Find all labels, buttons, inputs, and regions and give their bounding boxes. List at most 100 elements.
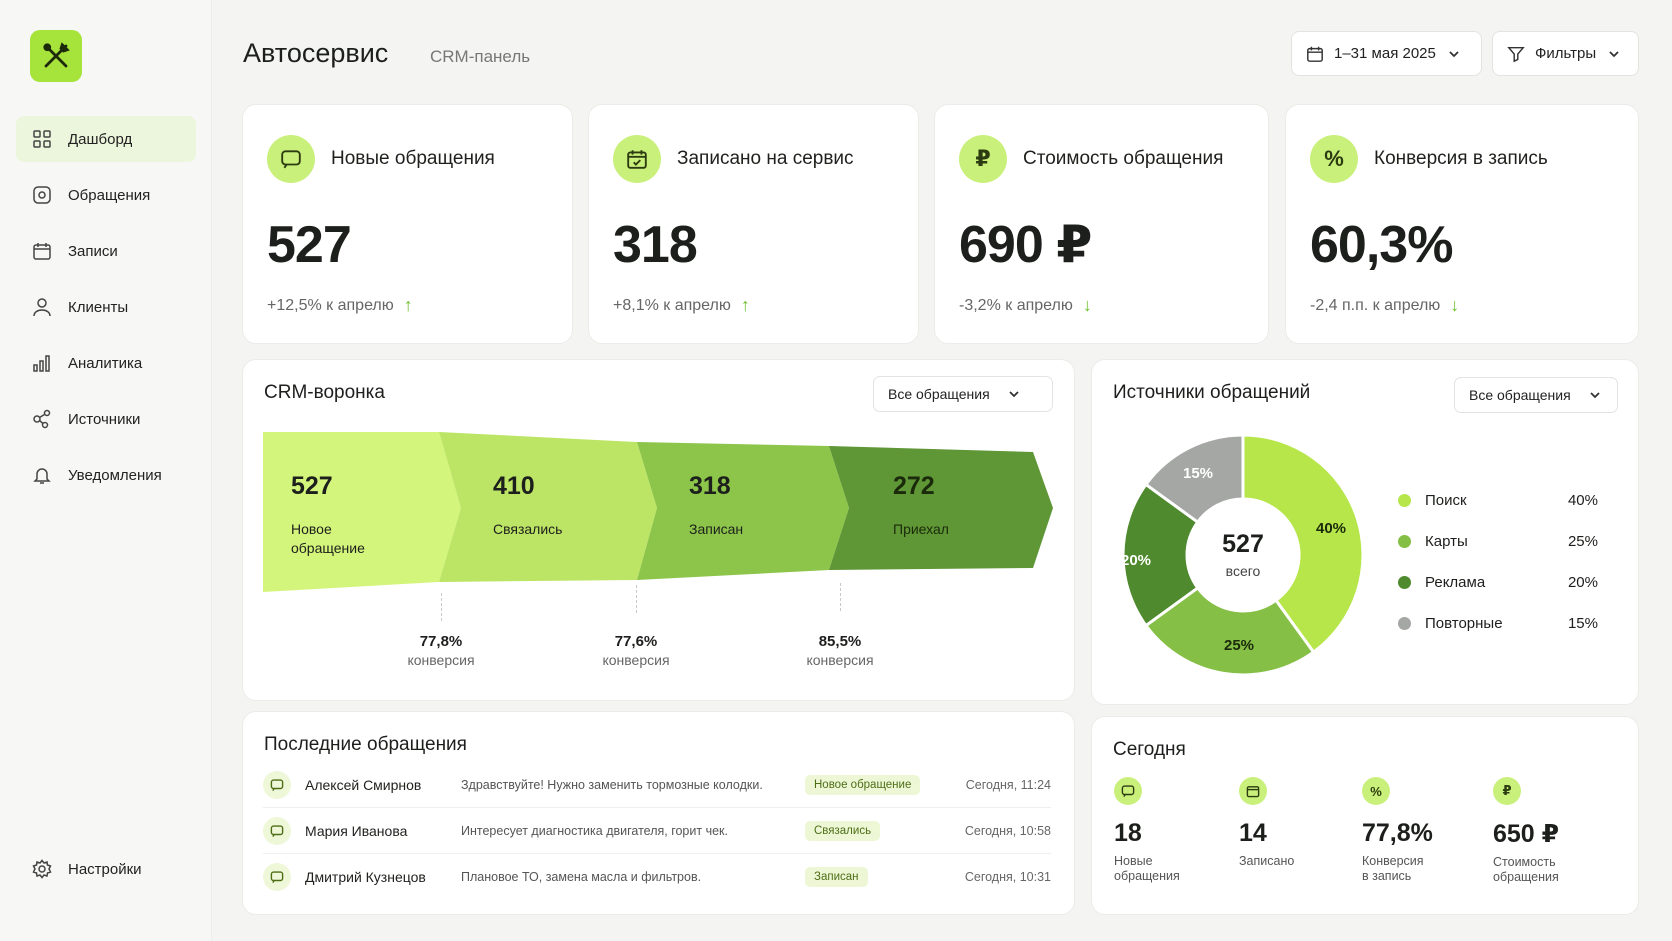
table-row[interactable]: Дмитрий Кузнецов Плановое ТО, замена мас… — [263, 854, 1051, 900]
recent-title: Последние обращения — [264, 734, 467, 755]
row-message: Плановое ТО, замена масла и фильтров. — [461, 870, 702, 884]
kpi-card-cost: ₽ Стоимость обращения 690 ₽ -3,2% к апре… — [934, 104, 1269, 344]
today-value: 77,8% — [1362, 819, 1433, 847]
kpi-delta: -3,2% к апрелю ↓ — [959, 295, 1092, 316]
conversion-divider — [636, 585, 637, 613]
legend-name: Поиск — [1425, 492, 1467, 509]
calendar-icon — [33, 243, 51, 260]
kpi-delta-text: -3,2% к апрелю — [959, 296, 1073, 314]
sources-card: Источники обращений Все обращения 527 вс… — [1091, 359, 1639, 705]
bar-chart-icon — [33, 355, 50, 372]
donut-slice-label: 15% — [1183, 465, 1214, 482]
chat-icon — [267, 135, 315, 183]
conversion-value: 77,6% — [614, 633, 658, 650]
donut-slice-label: 25% — [1224, 637, 1255, 654]
conversion-stat: 77,8% конверсия — [391, 633, 491, 668]
kpi-card-booked: Записано на сервис 318 +8,1% к апрелю ↑ — [588, 104, 919, 344]
sidebar-item-analytics[interactable]: Аналитика — [16, 340, 196, 386]
sources-filter-value: Все обращения — [1469, 387, 1571, 403]
funnel-stage-value: 527 — [291, 472, 333, 500]
sidebar-item-settings[interactable]: Настройки — [16, 846, 196, 892]
sidebar-item-requests[interactable]: Обращения — [16, 172, 196, 218]
kpi-value: 60,3% — [1310, 216, 1453, 274]
funnel-stage-label: Записан — [689, 521, 744, 537]
conversion-divider — [441, 593, 442, 621]
chevron-down-icon — [1590, 392, 1600, 399]
row-message: Здравствуйте! Нужно заменить тормозные к… — [461, 777, 763, 792]
share-icon — [33, 409, 51, 429]
legend-name: Карты — [1425, 533, 1468, 550]
user-icon — [33, 298, 51, 317]
donut-total-label: всего — [1225, 563, 1261, 579]
funnel-stage-new[interactable] — [263, 432, 461, 592]
funnel-stage-contacted[interactable] — [439, 432, 657, 582]
table-row[interactable]: Мария Иванова Интересует диагностика дви… — [263, 808, 1051, 854]
row-time: Сегодня, 10:58 — [964, 823, 1051, 838]
conversion-stat: 85,5% конверсия — [790, 633, 890, 668]
sources-filter-select[interactable]: Все обращения — [1454, 377, 1618, 413]
app-logo[interactable] — [30, 30, 82, 82]
chat-icon — [263, 863, 291, 891]
legend-item[interactable]: Карты 25% — [1398, 521, 1598, 562]
donut-slice[interactable] — [1143, 585, 1316, 677]
kpi-label: Записано на сервис — [677, 148, 854, 169]
funnel-filter-select[interactable]: Все обращения — [873, 376, 1053, 412]
today-card: Сегодня 18 Новые обращения 14 Записано %… — [1091, 716, 1639, 915]
legend-pct: 15% — [1567, 615, 1598, 632]
funnel-stage-label: Новое обращение — [291, 521, 365, 556]
sidebar-item-label: Аналитика — [68, 354, 143, 372]
donut-slice-label: 40% — [1316, 520, 1347, 537]
donut-slice[interactable] — [1143, 433, 1245, 525]
conversion-label: конверсия — [806, 652, 874, 668]
arrow-down-icon: ↓ — [1082, 295, 1092, 315]
arrow-up-icon: ↑ — [740, 295, 750, 315]
sidebar-item-notifications[interactable]: Уведомления — [16, 452, 196, 498]
date-range-button[interactable]: 1–31 мая 2025 — [1291, 31, 1482, 76]
table-row[interactable]: Алексей Смирнов Здравствуйте! Нужно заме… — [263, 762, 1051, 808]
calendar-icon — [613, 135, 661, 183]
kpi-value: 527 — [267, 216, 352, 274]
legend-dot — [1398, 576, 1411, 589]
filters-button[interactable]: Фильтры — [1492, 31, 1639, 76]
legend-name: Повторные — [1425, 615, 1503, 632]
chevron-down-icon — [1009, 391, 1019, 398]
status-badge: Связались — [805, 820, 881, 841]
sidebar-item-appointments[interactable]: Записи — [16, 228, 196, 274]
sidebar-item-label: Клиенты — [68, 298, 129, 316]
donut-slice[interactable] — [1121, 482, 1200, 628]
funnel-stage-label: Связались — [493, 521, 563, 537]
legend-dot — [1398, 494, 1411, 507]
donut-center: 527 всего — [1193, 530, 1293, 579]
kpi-label: Конверсия в запись — [1374, 148, 1548, 169]
funnel-stage-arrived[interactable] — [829, 446, 1053, 570]
kpi-delta-text: -2,4 п.п. к апрелю — [1310, 296, 1441, 314]
sidebar-item-sources[interactable]: Источники — [16, 396, 196, 442]
funnel-stage-value: 318 — [689, 472, 731, 500]
today-label: Новые обращения — [1114, 854, 1180, 883]
sidebar-item-label: Обращения — [68, 186, 151, 204]
donut-total: 527 — [1222, 530, 1264, 558]
sidebar-nav: Дашборд Обращения Записи Клиенты Аналити… — [16, 116, 196, 508]
funnel-stage-value: 272 — [893, 472, 935, 500]
legend-item[interactable]: Реклама 20% — [1398, 562, 1598, 603]
sidebar-item-clients[interactable]: Клиенты — [16, 284, 196, 330]
chat-icon — [33, 186, 51, 204]
legend-dot — [1398, 617, 1411, 630]
legend-item[interactable]: Повторные 15% — [1398, 603, 1598, 644]
chevron-down-icon — [1449, 50, 1459, 57]
sidebar-item-dashboard[interactable]: Дашборд — [16, 116, 196, 162]
calendar-icon — [1239, 777, 1267, 805]
funnel-stage-booked[interactable] — [637, 442, 849, 580]
today-label: Стоимость обращения — [1493, 855, 1559, 884]
gear-icon — [32, 859, 52, 879]
today-value: 650 ₽ — [1493, 820, 1560, 848]
funnel-stage-value: 410 — [493, 472, 535, 500]
conversion-value: 77,8% — [419, 633, 463, 650]
date-range-label: 1–31 мая 2025 — [1334, 45, 1436, 62]
today-stat-conversion: % 77,8% Конверсия в запись — [1362, 777, 1472, 884]
donut-slice[interactable] — [1241, 433, 1365, 655]
row-time: Сегодня, 11:24 — [965, 777, 1051, 792]
legend-item[interactable]: Поиск 40% — [1398, 480, 1598, 521]
today-label: Конверсия в запись — [1362, 854, 1424, 883]
kpi-card-new-requests: Новые обращения 527 +12,5% к апрелю ↑ — [242, 104, 573, 344]
